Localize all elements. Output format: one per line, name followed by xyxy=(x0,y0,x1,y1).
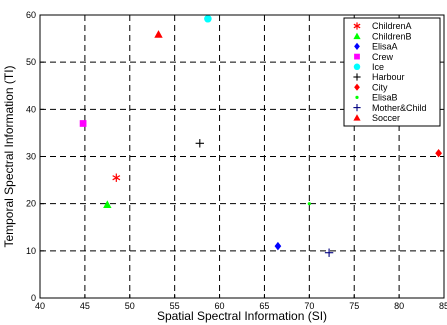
x-tick-label: 55 xyxy=(170,301,180,311)
legend-marker-harbour xyxy=(353,73,361,81)
legend-marker-soccer xyxy=(353,114,361,121)
y-axis-label: Temporal Spectral Information (TI) xyxy=(2,65,16,247)
y-tick-label: 0 xyxy=(31,293,36,303)
grid-lines xyxy=(40,15,444,298)
y-tick-label: 10 xyxy=(26,246,36,256)
y-axis-ticks: 0 10 20 30 40 50 60 xyxy=(26,10,44,303)
x-tick-label: 45 xyxy=(80,301,90,311)
legend: ChildrenAChildrenBElisaACrewIceHarbourCi… xyxy=(343,17,441,127)
legend-label-elisaa: ElisaA xyxy=(372,42,398,52)
x-tick-label: 40 xyxy=(35,301,45,311)
legend-marker-childrenb xyxy=(353,32,361,40)
y-tick-label: 20 xyxy=(26,199,36,209)
legend-label-childrenb: ChildrenB xyxy=(372,31,412,41)
data-point-mother-child xyxy=(324,248,334,257)
legend-label-harbour: Harbour xyxy=(372,72,405,82)
data-point-elisab xyxy=(307,202,311,206)
x-tick-label: 75 xyxy=(349,301,359,311)
plot-frame xyxy=(39,14,445,299)
legend-marker-childrena xyxy=(353,22,361,30)
legend-label-elisab: ElisaB xyxy=(372,93,398,103)
legend-label-soccer: Soccer xyxy=(372,113,400,123)
x-tick-label: 50 xyxy=(125,301,135,311)
legend-label-city: City xyxy=(372,82,388,92)
x-tick-label: 80 xyxy=(394,301,404,311)
data-point-childrena xyxy=(112,173,121,182)
legend-marker-elisaa xyxy=(354,42,360,50)
legend-label-ice: Ice xyxy=(372,62,384,72)
y-tick-label: 40 xyxy=(26,104,36,114)
x-tick-label: 65 xyxy=(259,301,269,311)
data-points xyxy=(79,14,442,257)
data-point-soccer xyxy=(154,30,163,38)
x-tick-label: 60 xyxy=(215,301,225,311)
x-tick-label: 70 xyxy=(304,301,314,311)
legend-label-crew: Crew xyxy=(372,52,394,62)
y-tick-label: 60 xyxy=(26,10,36,20)
legend-label-childrena: ChildrenA xyxy=(372,21,412,31)
legend-marker-crew xyxy=(354,53,360,60)
data-point-harbour xyxy=(195,139,205,148)
data-point-childrenb xyxy=(103,200,112,208)
data-point-elisaa xyxy=(274,241,282,251)
legend-marker-mother-child xyxy=(353,104,361,112)
data-point-crew xyxy=(79,120,87,127)
x-axis-label: Spatial Spectral Information (SI) xyxy=(157,309,327,323)
data-point-ice xyxy=(204,14,212,23)
legend-marker-elisab xyxy=(355,95,359,99)
legend-label-mother-child: Mother&Child xyxy=(372,103,427,113)
x-tick-label: 85 xyxy=(439,301,447,311)
y-tick-label: 50 xyxy=(26,57,36,67)
data-point-city xyxy=(435,148,442,158)
y-tick-label: 30 xyxy=(26,152,36,162)
legend-marker-city xyxy=(354,83,360,91)
legend-marker-ice xyxy=(353,63,361,71)
